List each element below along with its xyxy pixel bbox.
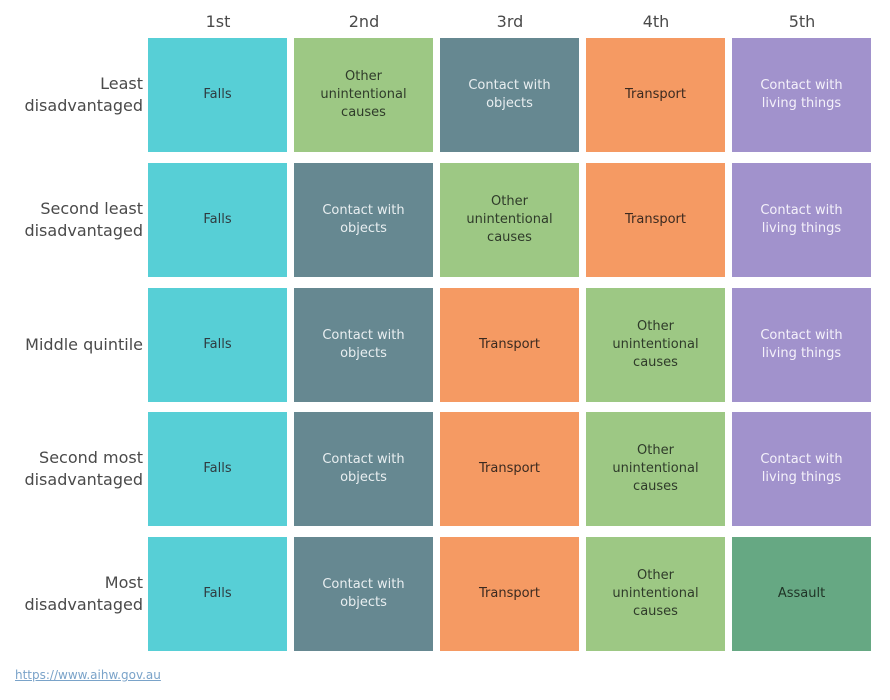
- cell-label: Falls: [203, 337, 232, 352]
- cell-label: Other unintentional: [612, 443, 699, 476]
- cell-label: Contact with objects: [322, 452, 405, 485]
- cell-objects[interactable]: Contact with objects: [294, 288, 433, 402]
- row-label-line: Middle quintile: [25, 335, 143, 354]
- cell-label: Falls: [203, 87, 232, 102]
- row-label-line: Second least: [40, 199, 143, 218]
- row-label-line: disadvantaged: [24, 470, 143, 489]
- cell-label: causes: [487, 230, 532, 245]
- cell-assault[interactable]: Assault: [732, 537, 871, 651]
- cell-objects[interactable]: Contact with objects: [294, 412, 433, 526]
- cell-label: causes: [633, 479, 678, 494]
- cell-label: Transport: [478, 337, 540, 352]
- cell-other[interactable]: Other unintentional causes: [586, 412, 725, 526]
- cell-living[interactable]: Contact with living things: [732, 38, 871, 152]
- row-label-line: Least: [100, 74, 143, 93]
- cell-objects[interactable]: Contact with objects: [440, 38, 579, 152]
- cell-label: Other unintentional: [466, 194, 553, 227]
- cell-label: living things: [761, 96, 842, 111]
- source-link[interactable]: https://www.aihw.gov.au: [15, 668, 161, 682]
- cell-falls[interactable]: Falls: [148, 38, 287, 152]
- row-label-1: Least disadvantaged: [0, 38, 143, 152]
- cell-label: Contact with: [760, 78, 843, 93]
- cell-transport[interactable]: Transport: [586, 38, 725, 152]
- cell-label: Contact with: [760, 203, 843, 218]
- cell-label: causes: [341, 105, 386, 120]
- cell-falls[interactable]: Falls: [148, 412, 287, 526]
- row-label-line: disadvantaged: [24, 595, 143, 614]
- cell-label: Transport: [478, 586, 540, 601]
- cell-label: Transport: [624, 212, 686, 227]
- row-label-line: disadvantaged: [24, 96, 143, 115]
- cell-label: Falls: [203, 461, 232, 476]
- cell-label: Assault: [777, 586, 826, 601]
- cell-label: Contact with: [760, 328, 843, 343]
- column-header-2: 2nd: [348, 12, 380, 31]
- cell-other[interactable]: Other unintentional causes: [440, 163, 579, 277]
- cell-label: Other unintentional: [320, 69, 407, 102]
- row-label-line: Second most: [39, 448, 143, 467]
- cell-label: Contact with objects: [322, 203, 405, 236]
- cell-transport[interactable]: Transport: [440, 288, 579, 402]
- row-label-2: Second least disadvantaged: [0, 163, 143, 277]
- row-label-line: Most: [104, 573, 143, 592]
- cell-label: Falls: [203, 586, 232, 601]
- cell-label: living things: [761, 221, 842, 236]
- cell-label: Other unintentional: [612, 568, 699, 601]
- column-header-1: 1st: [205, 12, 231, 31]
- row-label-4: Second most disadvantaged: [0, 412, 143, 526]
- cell-other[interactable]: Other unintentional causes: [294, 38, 433, 152]
- cell-label: Transport: [624, 87, 686, 102]
- cell-label: Contact with: [760, 452, 843, 467]
- cell-label: Other unintentional: [612, 319, 699, 352]
- cell-label: causes: [633, 355, 678, 370]
- cell-label: Transport: [478, 461, 540, 476]
- cell-label: living things: [761, 346, 842, 361]
- cell-objects[interactable]: Contact with objects: [294, 537, 433, 651]
- cell-living[interactable]: Contact with living things: [732, 163, 871, 277]
- cell-label: living things: [761, 470, 842, 485]
- column-header-3: 3rd: [496, 12, 524, 31]
- cell-transport[interactable]: Transport: [586, 163, 725, 277]
- cell-label: Contact with objects: [322, 328, 405, 361]
- cell-label: Contact with objects: [322, 577, 405, 610]
- cell-transport[interactable]: Transport: [440, 537, 579, 651]
- cell-other[interactable]: Other unintentional causes: [586, 288, 725, 402]
- cell-falls[interactable]: Falls: [148, 288, 287, 402]
- cell-objects[interactable]: Contact with objects: [294, 163, 433, 277]
- cell-living[interactable]: Contact with living things: [732, 412, 871, 526]
- row-label-3: Middle quintile: [0, 288, 143, 402]
- cell-label: Contact with objects: [468, 78, 551, 111]
- row-label-line: disadvantaged: [24, 221, 143, 240]
- cell-falls[interactable]: Falls: [148, 163, 287, 277]
- row-label-5: Most disadvantaged: [0, 537, 143, 651]
- cell-transport[interactable]: Transport: [440, 412, 579, 526]
- column-header-4: 4th: [642, 12, 670, 31]
- cell-falls[interactable]: Falls: [148, 537, 287, 651]
- cell-label: Falls: [203, 212, 232, 227]
- cell-living[interactable]: Contact with living things: [732, 288, 871, 402]
- cell-label: causes: [633, 604, 678, 619]
- column-header-5: 5th: [788, 12, 816, 31]
- cell-other[interactable]: Other unintentional causes: [586, 537, 725, 651]
